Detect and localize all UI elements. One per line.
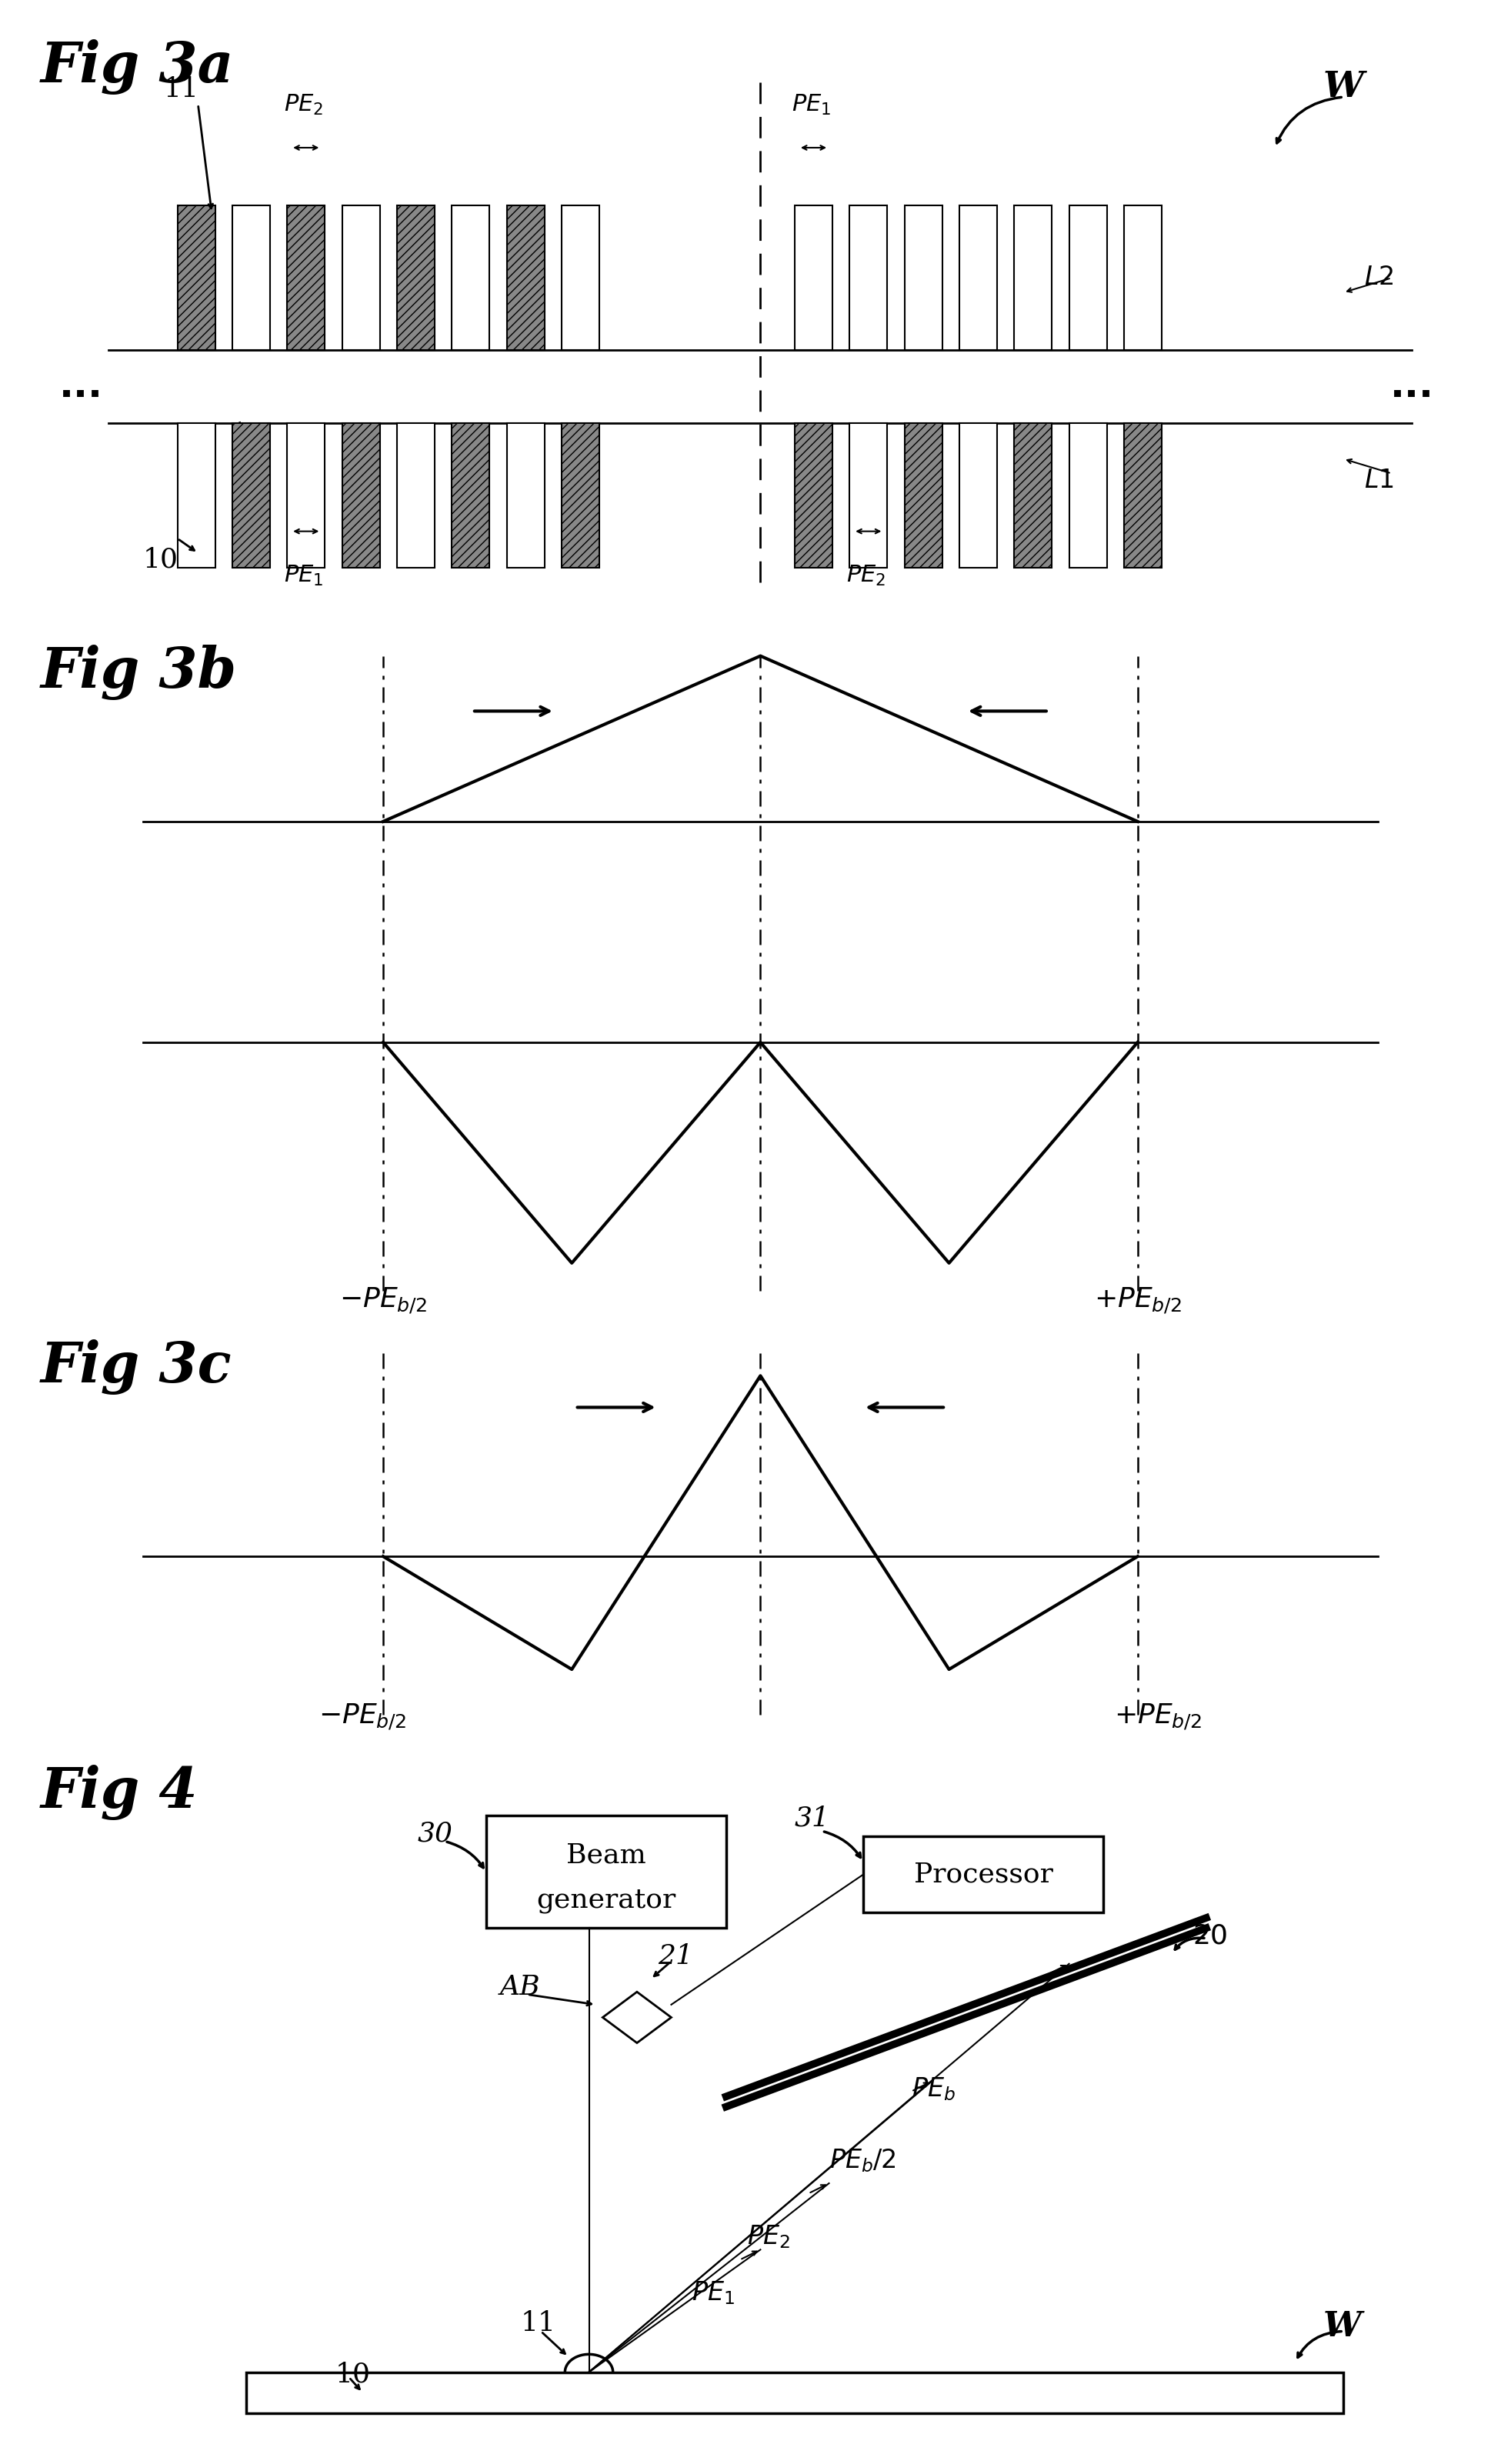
Text: $+PE_{b/2}$: $+PE_{b/2}$ — [1114, 1703, 1202, 1732]
Text: $PE_b/2$: $PE_b/2$ — [829, 2146, 896, 2173]
Bar — [1014, 205, 1053, 350]
Bar — [341, 205, 380, 350]
Text: 31: 31 — [795, 1806, 830, 1831]
Text: $PE_1$: $PE_1$ — [692, 2279, 735, 2306]
Bar — [341, 424, 380, 567]
Bar — [905, 205, 942, 350]
Text: $PE_2$: $PE_2$ — [747, 2223, 790, 2250]
Bar — [177, 424, 215, 567]
Text: AB: AB — [499, 1974, 540, 2001]
Text: W: W — [1323, 69, 1364, 103]
Text: 10: 10 — [143, 547, 179, 572]
Polygon shape — [602, 1991, 671, 2043]
Text: 11: 11 — [164, 76, 200, 103]
Bar — [397, 424, 435, 567]
Text: Processor: Processor — [914, 1860, 1053, 1887]
Bar — [233, 205, 270, 350]
Bar — [1014, 424, 1053, 567]
Text: generator: generator — [537, 1887, 675, 1912]
Bar — [507, 205, 544, 350]
Text: ...: ... — [1390, 367, 1434, 404]
Text: Beam: Beam — [567, 1843, 646, 1868]
Bar — [959, 424, 997, 567]
Text: $PE_1$: $PE_1$ — [792, 94, 830, 116]
Text: Fig 3b: Fig 3b — [40, 646, 237, 700]
Bar — [486, 1816, 726, 1927]
Text: $PE_2$: $PE_2$ — [285, 94, 324, 116]
Bar — [246, 2373, 1343, 2412]
Text: $L2$: $L2$ — [1364, 266, 1394, 291]
Bar — [233, 424, 270, 567]
Text: Fig 3c: Fig 3c — [40, 1340, 231, 1395]
Text: $20$: $20$ — [1193, 1922, 1227, 1949]
Bar — [507, 424, 544, 567]
Bar — [452, 205, 489, 350]
Text: $L1$: $L1$ — [1364, 468, 1394, 493]
Bar — [288, 424, 325, 567]
Text: $-PE_{b/2}$: $-PE_{b/2}$ — [340, 1286, 426, 1316]
Text: Fig 4: Fig 4 — [40, 1764, 198, 1821]
Bar — [795, 205, 832, 350]
Bar — [959, 205, 997, 350]
Text: 10: 10 — [335, 2361, 371, 2388]
Bar — [850, 205, 887, 350]
Bar — [1069, 424, 1106, 567]
Bar — [562, 424, 599, 567]
Bar — [1069, 205, 1106, 350]
Text: ...: ... — [60, 367, 103, 404]
Text: W: W — [1323, 2311, 1361, 2343]
Text: 21: 21 — [658, 1944, 693, 1969]
Bar — [397, 205, 435, 350]
Text: $-PE_{b/2}$: $-PE_{b/2}$ — [319, 1703, 407, 1732]
Bar — [288, 205, 325, 350]
Text: $+PE_{b/2}$: $+PE_{b/2}$ — [1094, 1286, 1181, 1316]
Bar — [452, 424, 489, 567]
Bar — [905, 424, 942, 567]
Text: $PE_b$: $PE_b$ — [911, 2075, 956, 2102]
Text: $PE_2$: $PE_2$ — [847, 564, 886, 586]
Bar — [863, 1836, 1103, 1912]
Bar — [850, 424, 887, 567]
Bar — [1124, 424, 1161, 567]
Text: $PE_1$: $PE_1$ — [285, 564, 324, 586]
Bar — [795, 424, 832, 567]
Bar — [1124, 205, 1161, 350]
Bar — [562, 205, 599, 350]
Text: Fig 3a: Fig 3a — [40, 39, 234, 94]
Bar — [177, 205, 215, 350]
Text: 30: 30 — [417, 1821, 453, 1846]
Text: 11: 11 — [520, 2311, 556, 2336]
